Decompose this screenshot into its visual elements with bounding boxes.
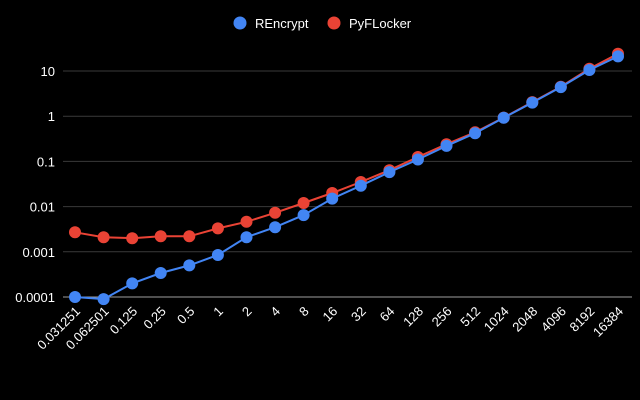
- legend-marker-rencrypt: [233, 16, 247, 30]
- data-point-pyflocker[interactable]: [269, 206, 282, 219]
- x-tick-label: 1024: [481, 304, 512, 335]
- x-tick-label: 0.25: [140, 304, 169, 333]
- data-point-rencrypt[interactable]: [326, 192, 339, 205]
- x-tick-label: 0.5: [174, 304, 197, 327]
- data-point-rencrypt[interactable]: [583, 64, 596, 76]
- data-point-pyflocker[interactable]: [97, 231, 110, 244]
- x-tick-label: 2: [239, 304, 255, 320]
- legend-item-rencrypt[interactable]: REncrypt: [233, 16, 309, 31]
- x-tick-label: 32: [348, 304, 369, 325]
- series-line-pyflocker: [74, 52, 619, 240]
- data-point-rencrypt[interactable]: [354, 179, 367, 192]
- legend-item-pyflocker[interactable]: PyFLocker: [327, 16, 412, 31]
- data-point-pyflocker[interactable]: [154, 230, 167, 243]
- data-point-rencrypt[interactable]: [612, 50, 624, 63]
- legend: REncrypt PyFLocker: [233, 16, 412, 31]
- data-point-rencrypt[interactable]: [269, 221, 282, 234]
- data-point-pyflocker[interactable]: [240, 215, 253, 228]
- y-tick-label: 1: [48, 109, 55, 124]
- series-rencrypt: [69, 50, 624, 306]
- data-point-rencrypt[interactable]: [383, 166, 396, 179]
- x-tick-label: 8: [296, 304, 312, 320]
- series-pyflocker: [69, 47, 624, 245]
- x-tick-label: 1: [210, 304, 226, 320]
- data-point-pyflocker[interactable]: [126, 232, 139, 245]
- x-tick-label: 4: [267, 304, 283, 320]
- legend-label-rencrypt: REncrypt: [255, 16, 309, 31]
- legend-marker-pyflocker: [327, 16, 341, 30]
- data-point-rencrypt[interactable]: [297, 209, 310, 222]
- x-tick-label: 2048: [509, 304, 540, 335]
- data-point-rencrypt[interactable]: [154, 267, 167, 279]
- y-tick-label: 0.001: [22, 245, 55, 260]
- y-tick-label: 0.1: [37, 154, 55, 169]
- data-point-rencrypt[interactable]: [497, 111, 510, 124]
- data-point-rencrypt[interactable]: [126, 277, 139, 290]
- data-point-rencrypt[interactable]: [411, 153, 424, 166]
- data-point-rencrypt[interactable]: [526, 96, 539, 109]
- y-axis-labels: 0.0001 0.001 0.01 0.1 1 10: [15, 64, 55, 305]
- data-point-pyflocker[interactable]: [69, 226, 81, 239]
- x-tick-label: 128: [400, 304, 426, 330]
- series-layer: [69, 47, 624, 306]
- x-tick-label: 16384: [590, 304, 626, 340]
- x-tick-label: 64: [377, 304, 398, 325]
- x-tick-label: 512: [457, 304, 483, 330]
- x-tick-label: 16: [319, 304, 340, 325]
- y-tick-label: 0.01: [30, 200, 55, 215]
- data-point-pyflocker[interactable]: [211, 222, 224, 235]
- data-point-rencrypt[interactable]: [554, 81, 567, 94]
- data-point-rencrypt[interactable]: [240, 231, 253, 244]
- data-point-pyflocker[interactable]: [183, 230, 196, 243]
- y-tick-label: 10: [41, 64, 55, 79]
- data-point-rencrypt[interactable]: [69, 291, 81, 303]
- data-point-pyflocker[interactable]: [297, 197, 310, 209]
- x-tick-label: 0.125: [107, 304, 141, 338]
- data-point-rencrypt[interactable]: [211, 249, 224, 261]
- series-line-rencrypt: [74, 55, 619, 301]
- data-point-rencrypt[interactable]: [183, 259, 196, 272]
- data-point-rencrypt[interactable]: [97, 293, 110, 306]
- legend-label-pyflocker: PyFLocker: [349, 16, 412, 31]
- gridlines: [63, 70, 632, 298]
- x-tick-label: 256: [429, 304, 455, 330]
- y-tick-label: 0.0001: [15, 290, 55, 305]
- data-point-rencrypt[interactable]: [469, 127, 482, 140]
- x-tick-label: 4096: [538, 304, 569, 335]
- data-point-rencrypt[interactable]: [440, 139, 453, 152]
